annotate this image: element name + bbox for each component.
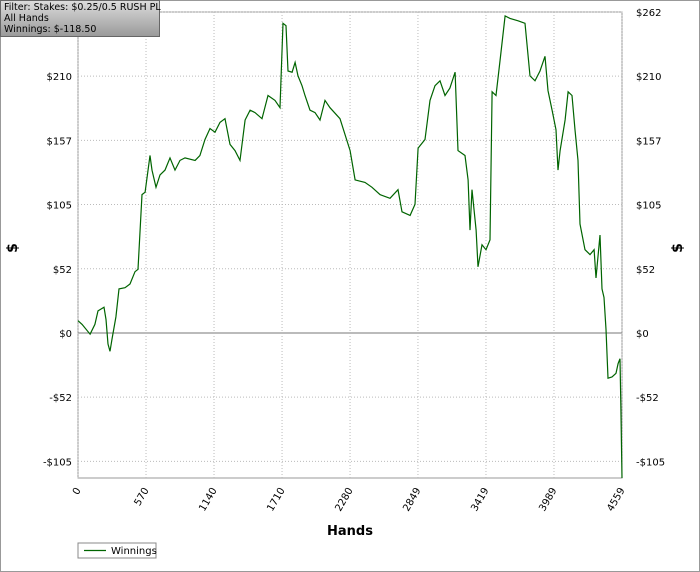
filter-box: Filter: Stakes: $0.25/0.5 RUSH PL All Han… <box>0 0 161 37</box>
filter-line: Winnings: $-118.50 <box>4 24 97 35</box>
y-tick-label: $0 <box>59 329 72 340</box>
y2-tick-label: -$105 <box>636 457 665 468</box>
y2-tick-label: $0 <box>636 329 649 340</box>
y-tick-label: $210 <box>47 72 72 83</box>
y2-tick-label: -$52 <box>636 393 659 404</box>
y2-tick-label: $262 <box>636 8 661 19</box>
x-axis-label: Hands <box>327 524 373 539</box>
y-axis-label: $ <box>5 243 21 253</box>
y2-axis-label: $ <box>670 243 686 253</box>
y2-tick-label: $157 <box>636 136 661 147</box>
series-line <box>77 14 623 479</box>
y2-tick-label: $105 <box>636 201 661 212</box>
filter-line: All Hands <box>4 13 49 24</box>
filter-line: Filter: Stakes: $0.25/0.5 RUSH PL <box>4 2 161 13</box>
y-tick-label: $157 <box>47 136 72 147</box>
y2-tick-label: $210 <box>636 72 661 83</box>
y2-tick-label: $52 <box>636 265 655 276</box>
y-tick-label: $52 <box>53 265 72 276</box>
y-tick-label: -$52 <box>49 393 72 404</box>
legend-label: Winnings <box>111 546 157 557</box>
y-tick-label: -$105 <box>43 457 72 468</box>
x-tick-label: 0 <box>71 486 84 497</box>
y-tick-label: $105 <box>47 201 72 212</box>
legend <box>77 542 157 559</box>
